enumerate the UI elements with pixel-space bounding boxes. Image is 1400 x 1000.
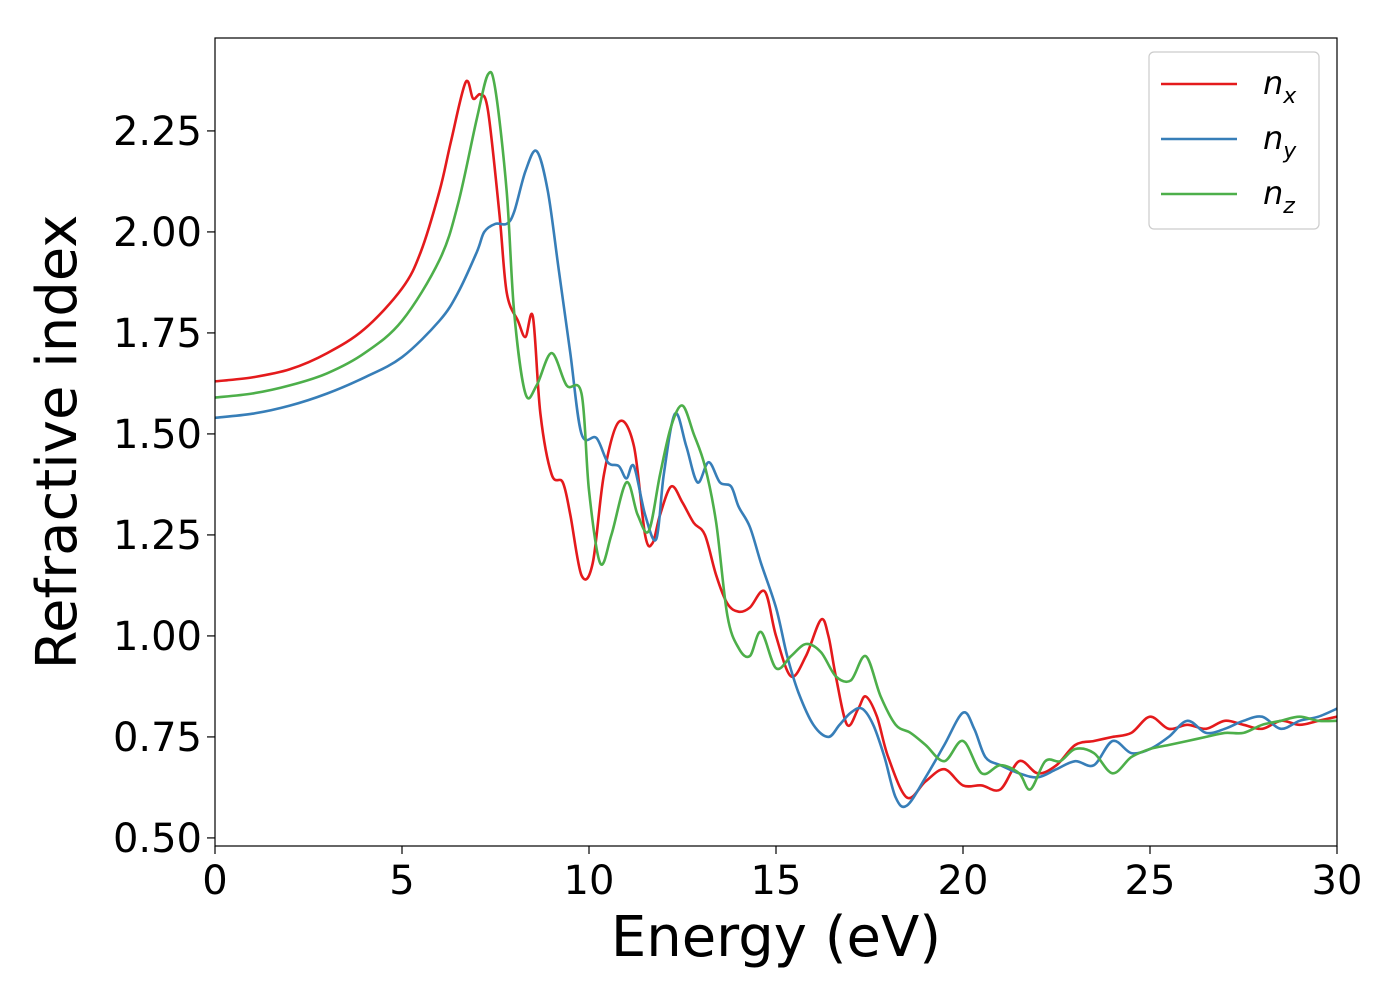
y-tick-label: 1.50 [113,412,202,458]
series-line-z [214,70,1338,791]
x-tick-label: 20 [938,858,989,904]
y-tick-label: 1.75 [113,311,202,357]
series-line-x [214,79,1338,800]
x-tick-label: 30 [1312,858,1363,904]
y-tick-label: 1.00 [113,614,202,660]
series-line-y [214,149,1338,809]
legend-label-x: nx [1263,64,1297,109]
y-axis-label: Refractive index [25,215,90,670]
x-axis-ticks: 0 5 10 15 20 25 30 [202,846,1362,904]
y-tick-label: 0.75 [113,715,202,761]
y-axis-ticks: 0.50 0.75 1.00 1.25 1.50 1.75 2.00 2.25 [113,109,215,862]
legend-box [1148,51,1320,230]
legend: nx ny nz [1148,51,1320,230]
legend-label-y: ny [1263,119,1297,164]
x-axis-label: Energy (eV) [611,905,941,970]
x-tick-label: 10 [564,858,615,904]
x-tick-label: 0 [202,858,227,904]
x-tick-label: 5 [389,858,414,904]
y-tick-label: 1.25 [113,513,202,559]
y-tick-label: 2.00 [113,210,202,256]
y-tick-label: 0.50 [113,816,202,862]
x-tick-label: 25 [1125,858,1176,904]
series-layer [214,70,1338,809]
legend-label-z: nz [1263,174,1295,219]
y-tick-label: 2.25 [113,109,202,155]
x-tick-label: 15 [751,858,802,904]
